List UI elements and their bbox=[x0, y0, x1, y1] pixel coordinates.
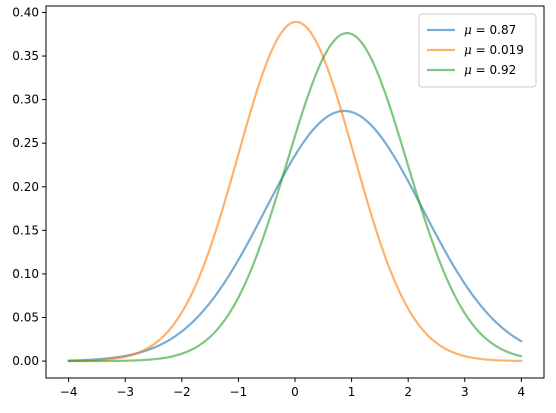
x-tick-label: 3 bbox=[461, 385, 469, 399]
series-lines bbox=[67, 20, 523, 363]
x-tick-label: −4 bbox=[60, 385, 78, 399]
y-tick-label: 0.05 bbox=[12, 311, 39, 325]
y-tick-label: 0.25 bbox=[12, 136, 39, 150]
legend-label-2: μ = 0.92 bbox=[464, 63, 516, 77]
legend-label-1: μ = 0.019 bbox=[464, 43, 524, 57]
y-tick-label: 0.00 bbox=[12, 354, 39, 368]
legend-mu-symbol: μ bbox=[464, 63, 472, 77]
y-tick-label: 0.30 bbox=[12, 93, 39, 107]
x-axis: −4 −3 −2 −1 0 1 2 3 4 bbox=[60, 378, 525, 399]
legend-box bbox=[418, 13, 537, 88]
legend-mu-symbol: μ bbox=[464, 23, 472, 37]
y-axis: 0.00 0.05 0.10 0.15 0.20 0.25 0.30 0.35 0.40 bbox=[12, 5, 46, 368]
x-tick-label: 0 bbox=[291, 385, 299, 399]
x-tick-label: −2 bbox=[173, 385, 191, 399]
x-tick-label: 4 bbox=[518, 385, 526, 399]
x-tick-label: −1 bbox=[230, 385, 248, 399]
y-tick-label: 0.15 bbox=[12, 223, 39, 237]
y-tick-label: 0.35 bbox=[12, 49, 39, 63]
series-line-0 bbox=[67, 109, 523, 362]
x-tick-label: −3 bbox=[116, 385, 134, 399]
legend-series-name: = 0.92 bbox=[472, 63, 516, 77]
series-line-1 bbox=[67, 20, 523, 363]
legend-series-name: = 0.87 bbox=[472, 23, 516, 37]
legend-mu-symbol: μ bbox=[464, 43, 472, 57]
y-tick-label: 0.20 bbox=[12, 180, 39, 194]
y-tick-label: 0.10 bbox=[12, 267, 39, 281]
y-tick-label: 0.40 bbox=[12, 5, 39, 19]
x-tick-label: 1 bbox=[348, 385, 356, 399]
x-tick-label: 2 bbox=[404, 385, 412, 399]
legend-series-name: = 0.019 bbox=[472, 43, 524, 57]
series-line-2 bbox=[67, 31, 523, 363]
legend-label-0: μ = 0.87 bbox=[464, 23, 516, 37]
